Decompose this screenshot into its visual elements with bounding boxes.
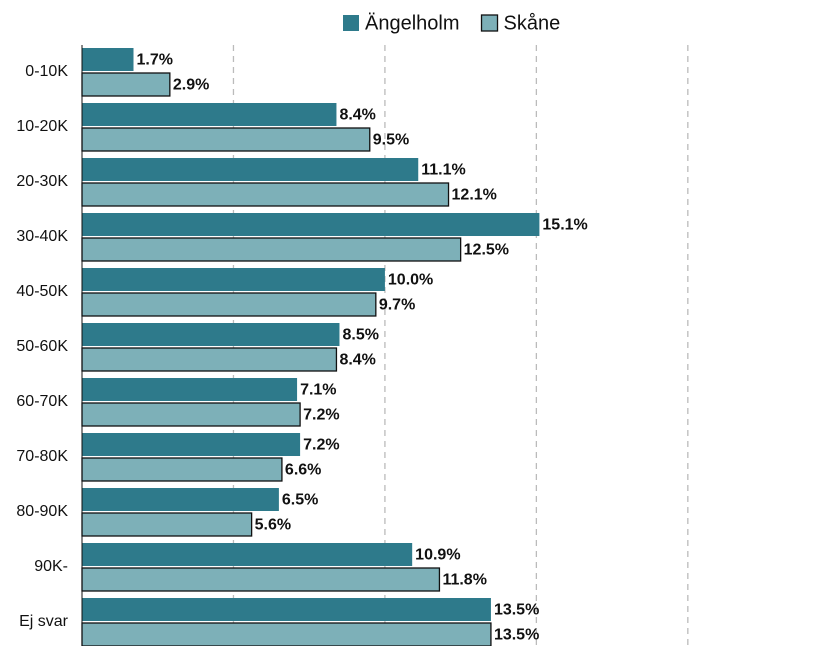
bar — [81, 182, 450, 207]
value-label: 7.2% — [303, 407, 339, 424]
value-label: 12.5% — [464, 242, 509, 259]
y-tick-label: 10-20K — [16, 118, 68, 135]
bar — [82, 543, 413, 566]
bar — [81, 237, 462, 262]
value-label: 11.1% — [421, 162, 465, 179]
y-tick-label: Ej svar — [19, 613, 69, 630]
value-label: 9.7% — [379, 297, 415, 314]
value-label: 7.1% — [300, 382, 336, 399]
legend-swatch — [480, 14, 499, 32]
bar — [82, 158, 419, 181]
legend-label: Ängelholm — [365, 12, 460, 34]
bar — [81, 72, 171, 97]
value-label: 13.5% — [494, 627, 539, 644]
value-label: 10.9% — [415, 547, 460, 564]
y-tick-label: 30-40K — [16, 228, 68, 245]
legend-label: Skåne — [504, 12, 561, 34]
value-label: 7.2% — [303, 437, 339, 454]
bar — [82, 48, 134, 71]
bar — [81, 402, 301, 427]
legend-swatch — [343, 15, 359, 31]
value-label: 15.1% — [542, 217, 587, 234]
y-tick-label: 80-90K — [16, 503, 68, 520]
y-tick-label: 40-50K — [16, 283, 68, 300]
bar — [81, 292, 377, 317]
y-tick-label: 50-60K — [16, 338, 68, 355]
bar — [82, 213, 540, 236]
bar — [82, 323, 340, 346]
bar — [81, 457, 283, 482]
bar — [81, 567, 441, 592]
y-tick-label: 70-80K — [16, 448, 68, 465]
bar — [82, 598, 491, 621]
value-label: 9.5% — [373, 132, 409, 149]
value-label: 12.1% — [452, 187, 497, 204]
bar — [82, 433, 301, 456]
bar — [81, 127, 371, 152]
value-label: 8.4% — [339, 107, 375, 124]
value-label: 1.7% — [136, 52, 172, 69]
bar — [82, 268, 385, 291]
value-label: 10.0% — [388, 272, 433, 289]
y-tick-label: 60-70K — [16, 393, 68, 410]
bar — [82, 378, 298, 401]
bar — [81, 622, 492, 646]
y-tick-label: 20-30K — [16, 173, 68, 190]
value-label: 5.6% — [255, 517, 291, 534]
y-tick-label: 90K- — [34, 558, 68, 575]
value-label: 11.8% — [442, 572, 486, 589]
value-label: 8.4% — [339, 352, 375, 369]
bar — [82, 103, 337, 126]
value-label: 2.9% — [173, 77, 209, 94]
bar — [82, 488, 279, 511]
value-label: 13.5% — [494, 602, 539, 619]
value-label: 6.5% — [282, 492, 318, 509]
bar — [81, 512, 253, 537]
value-label: 8.5% — [342, 327, 378, 344]
bar — [81, 347, 338, 372]
y-tick-label: 0-10K — [25, 63, 68, 80]
value-label: 6.6% — [285, 462, 321, 479]
